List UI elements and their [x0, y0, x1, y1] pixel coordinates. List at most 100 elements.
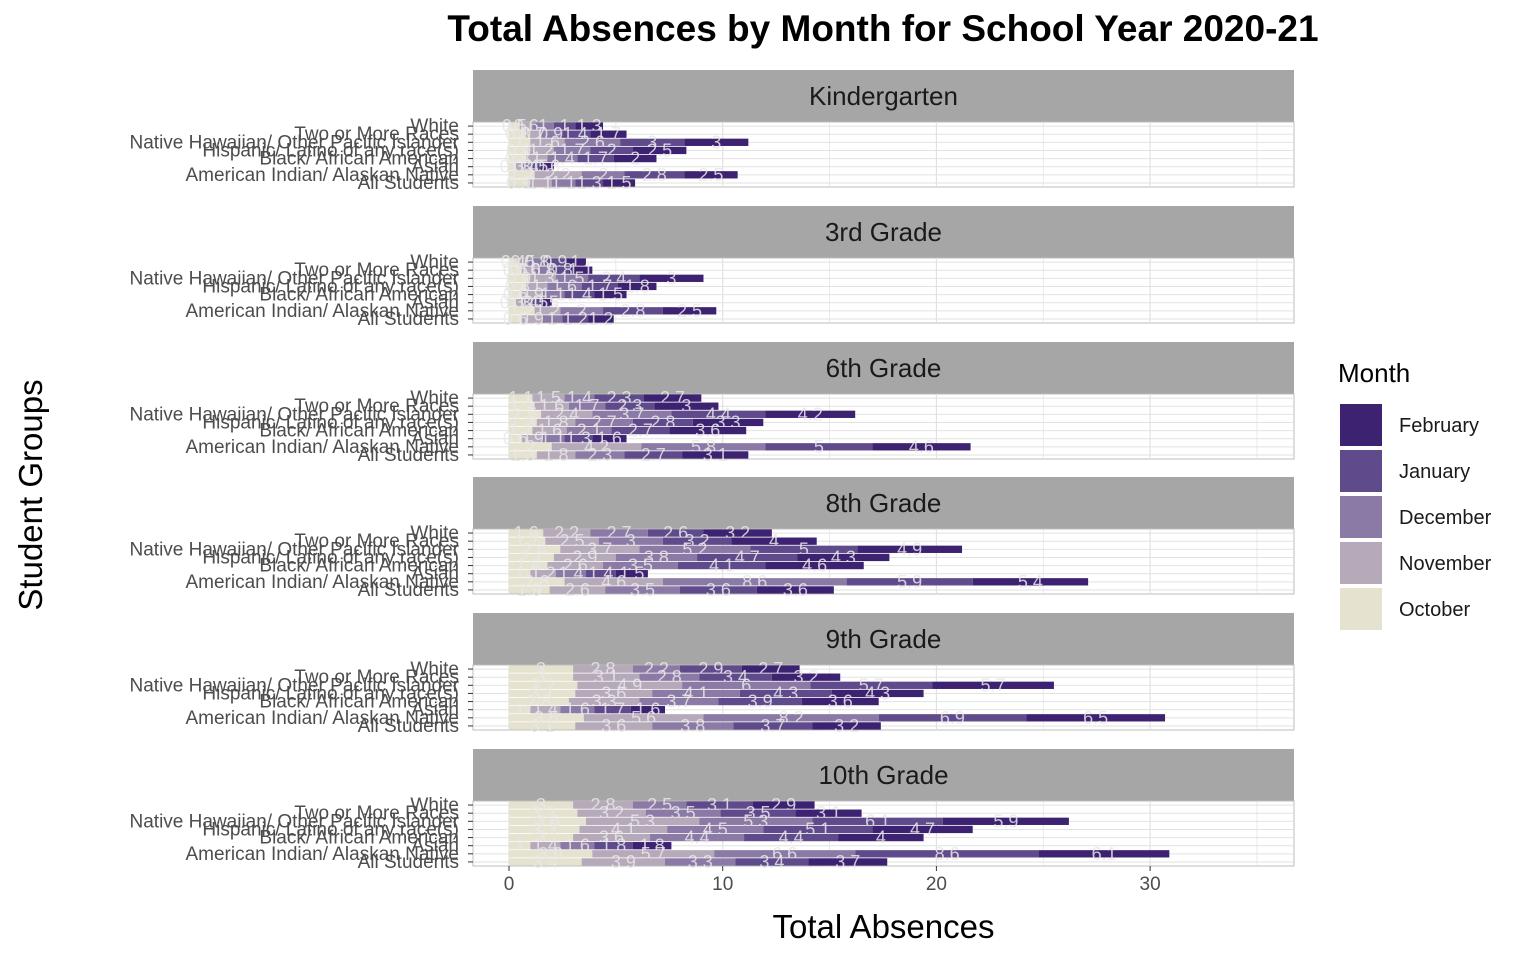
bar-segment	[509, 714, 584, 722]
bar-segment	[639, 274, 704, 282]
bar-segment	[585, 570, 616, 578]
bar-segment	[857, 545, 963, 553]
bar-segment	[590, 130, 627, 138]
bar-segment	[556, 274, 589, 282]
bar-segment	[617, 282, 657, 291]
data-label: 4.6	[802, 556, 827, 576]
bar-segment	[556, 570, 586, 578]
category-tick-label: White	[410, 795, 459, 816]
data-label: 1.1	[551, 173, 576, 193]
data-label: 3.7	[666, 692, 691, 712]
data-label: 3	[626, 531, 636, 551]
category-tick-label: Native Hawaiian/ Other Pacific Islander	[130, 675, 460, 696]
category-tick-label: Hispanic/ Latino of any race(s)	[202, 819, 459, 840]
bar-segment	[509, 418, 537, 427]
data-label: 2	[630, 149, 640, 169]
bar-segment	[509, 154, 527, 163]
facet-strip	[473, 206, 1294, 258]
data-label: 2	[607, 140, 617, 160]
category-tick-label: White	[410, 388, 459, 409]
bar-segment	[765, 561, 864, 570]
bar-segment	[509, 537, 546, 545]
bar-segment	[521, 266, 535, 274]
bar-segment	[509, 402, 535, 410]
data-label: 2	[598, 165, 608, 185]
data-label: 2.7	[641, 445, 666, 465]
bar-segment	[573, 665, 633, 673]
bar-segment	[509, 817, 586, 825]
bar-segment	[509, 825, 580, 834]
bar-segment	[765, 443, 873, 451]
category-tick-label: Asian	[411, 293, 459, 314]
legend-key	[1340, 450, 1382, 492]
data-label: 1.8	[543, 445, 568, 465]
bar-segment	[575, 689, 653, 698]
bar-segment	[509, 290, 522, 299]
bar-segment	[528, 274, 557, 282]
bar-segment	[731, 537, 817, 545]
bar-segment	[581, 171, 625, 179]
bar-segment	[560, 842, 595, 850]
bar-segment	[878, 714, 1027, 722]
bar-segment	[765, 410, 856, 418]
bar-segment	[566, 426, 612, 435]
data-label: 3.6	[695, 421, 720, 441]
bar-segment	[541, 130, 561, 138]
bar-segment	[562, 315, 589, 323]
bar-segment	[611, 426, 670, 435]
data-label: 5.9	[993, 811, 1018, 831]
bar-segment	[592, 850, 715, 858]
bar-segment	[632, 842, 672, 850]
category-tick-label: Hispanic/ Latino of any race(s)	[202, 412, 459, 433]
category-tick-label: All Students	[358, 716, 459, 737]
bar-segment	[699, 673, 772, 681]
category-tick-label: Hispanic/ Latino of any race(s)	[202, 140, 459, 161]
bar-segment	[509, 443, 552, 451]
legend-title: Month	[1338, 358, 1410, 388]
bar-segment	[643, 394, 702, 402]
legend-key	[1340, 542, 1382, 584]
bar-segment	[639, 673, 700, 681]
category-tick-label: American Indian/ Alaskan Native	[185, 844, 459, 865]
bar-segment	[509, 394, 533, 402]
bar-segment	[603, 561, 678, 570]
bar-segment	[549, 586, 606, 594]
bar-segment	[509, 315, 522, 323]
bar-segment	[872, 443, 971, 451]
bar-segment	[703, 714, 879, 722]
bar-segment	[553, 146, 591, 155]
bar-segment	[679, 665, 742, 673]
bar-segment	[509, 307, 535, 315]
data-label: 1	[515, 564, 525, 584]
data-label: 4	[876, 828, 886, 848]
bar-segment	[509, 858, 582, 866]
bar-segment	[515, 299, 522, 307]
bar-segment	[509, 850, 593, 858]
category-tick-label: All Students	[358, 580, 459, 601]
bar-segment	[592, 410, 672, 418]
bar-segment	[583, 714, 704, 722]
bar-segment	[579, 825, 668, 834]
data-label: 3.4	[533, 852, 558, 872]
data-label: 1	[532, 276, 542, 296]
bar-segment	[699, 817, 813, 825]
legend-label: February	[1399, 415, 1479, 437]
data-label: 4.4	[779, 828, 804, 848]
x-tick-label: 0	[504, 874, 515, 895]
bar-segment	[568, 402, 606, 410]
bar-segment	[530, 706, 561, 714]
bar-segment	[632, 801, 687, 809]
bar-segment	[590, 529, 648, 537]
bar-segment	[801, 697, 879, 706]
bar-segment	[509, 266, 522, 274]
data-label: 1	[532, 149, 542, 169]
bar-segment	[509, 122, 520, 130]
legend-key	[1340, 496, 1382, 538]
category-tick-label: Two or More Races	[294, 531, 459, 552]
facet-strip	[473, 477, 1294, 529]
category-tick-label: White	[410, 523, 459, 544]
bar-segment	[541, 163, 554, 171]
x-tick-label: 10	[712, 874, 733, 895]
bar-segment	[812, 817, 943, 825]
data-label: 1.3	[577, 173, 602, 193]
